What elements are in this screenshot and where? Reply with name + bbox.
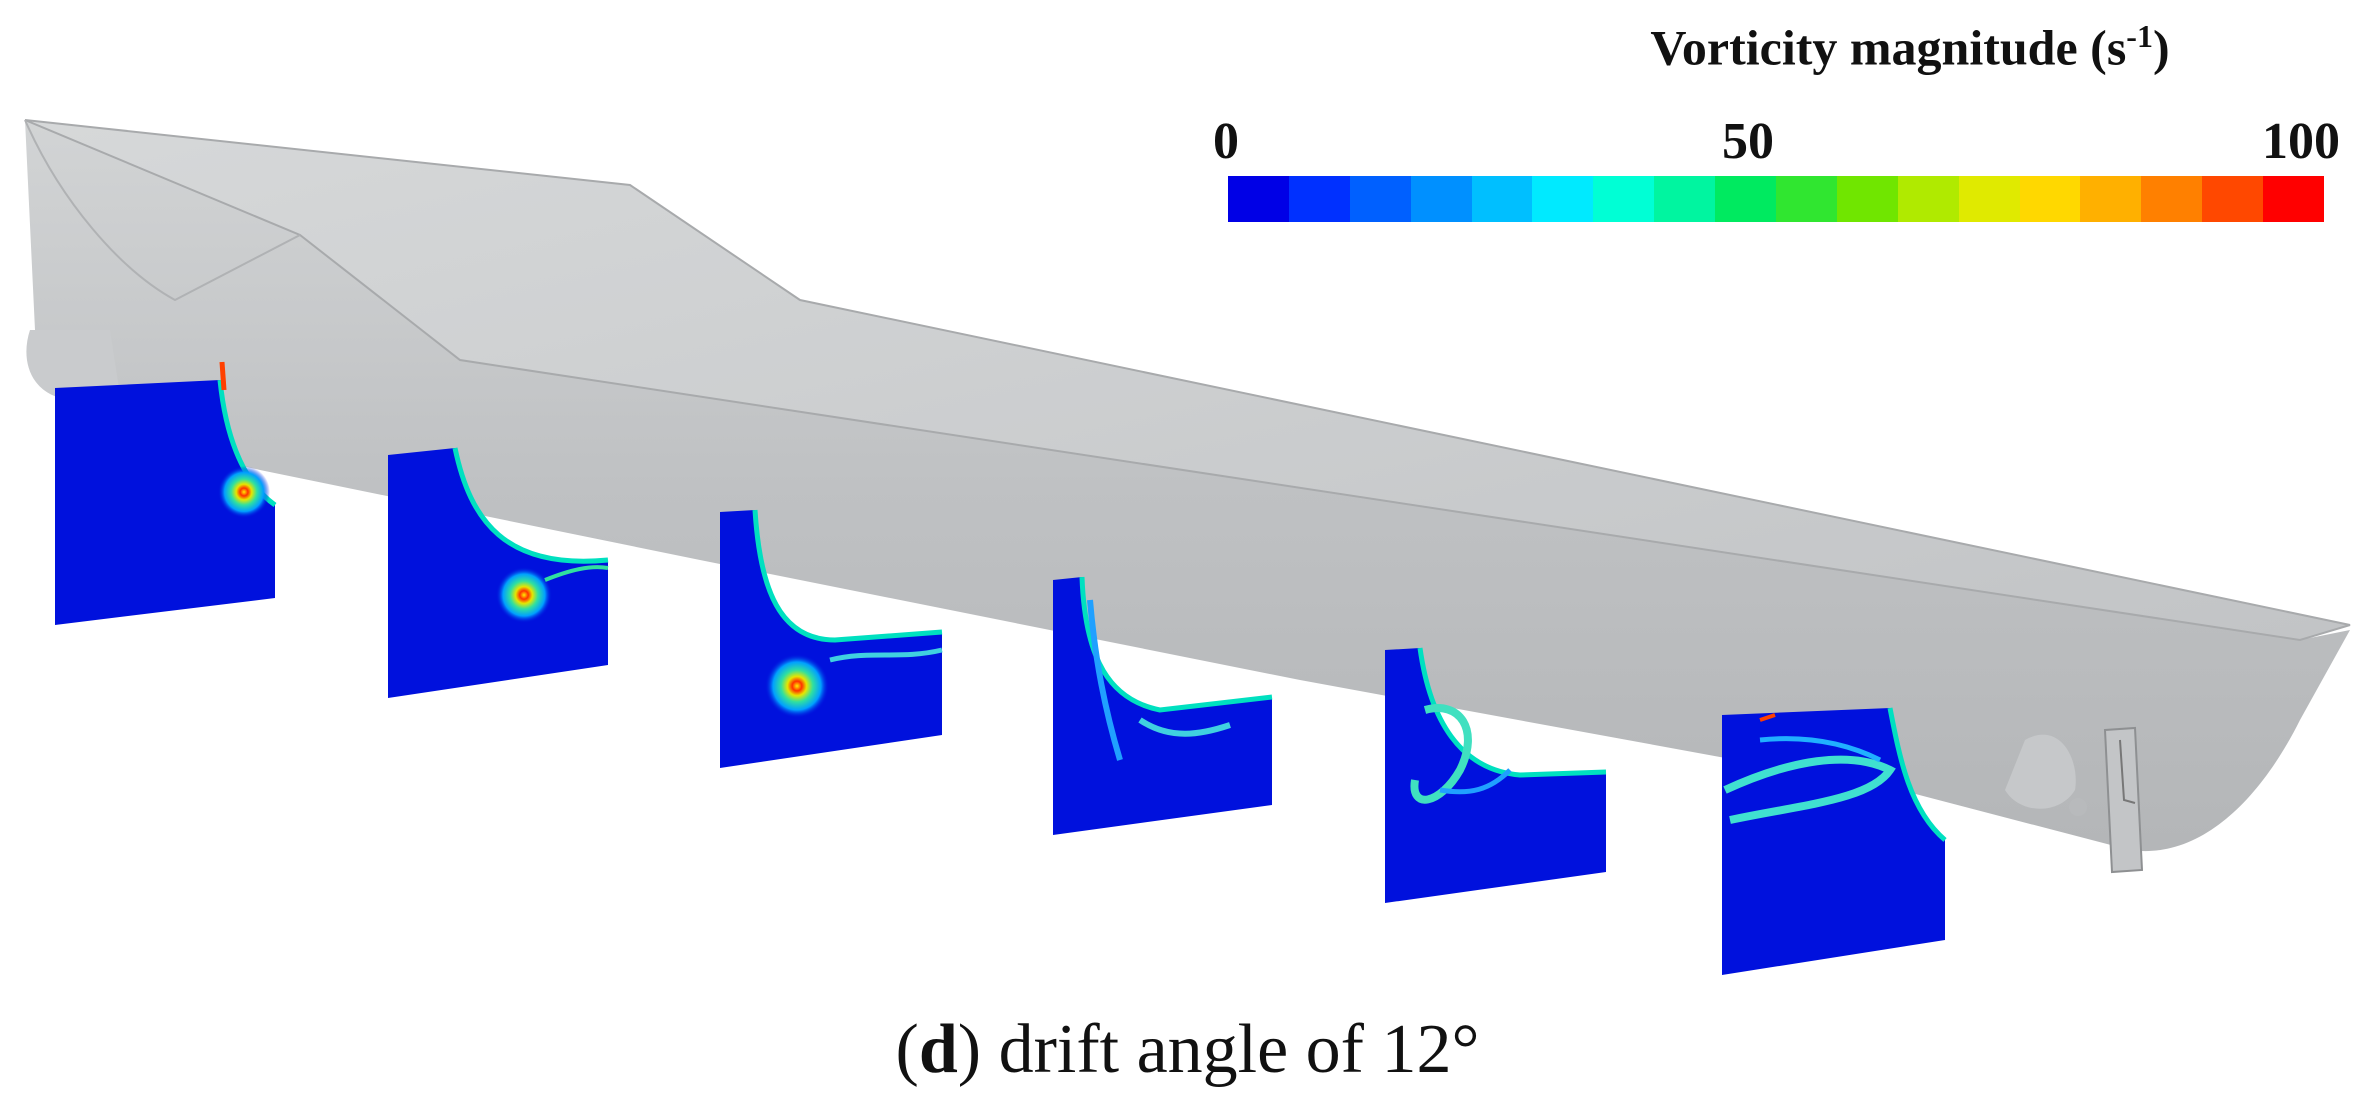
bow-line bbox=[24, 119, 301, 302]
colorbar-segment bbox=[1897, 176, 1959, 222]
figure-caption: (d) drift angle of 12° bbox=[0, 1010, 2375, 1090]
colorbar-tick-label: 50 bbox=[1722, 113, 1774, 170]
colorbar-segment bbox=[1288, 176, 1350, 222]
bow-bulb bbox=[26, 330, 120, 400]
colorbar bbox=[1228, 176, 2325, 222]
colorbar-segment bbox=[1836, 176, 1898, 222]
caption-paren-close: ) bbox=[957, 1011, 982, 1088]
colorbar-tick-label: 100 bbox=[2262, 113, 2340, 170]
vorticity-plane-5 bbox=[1385, 647, 1607, 903]
colorbar-segment bbox=[1593, 176, 1655, 222]
colorbar-segment bbox=[2263, 176, 2325, 222]
colorbar-segment bbox=[2019, 176, 2081, 222]
vorticity-plane-3 bbox=[720, 509, 943, 768]
colorbar-segment bbox=[2141, 176, 2203, 222]
caption-label: d bbox=[918, 1011, 958, 1088]
vorticity-plane-2 bbox=[388, 447, 609, 698]
legend-title-exponent: -1 bbox=[2126, 18, 2153, 54]
legend-title: Vorticity magnitude (s-1) bbox=[1330, 18, 2375, 77]
vorticity-plane-1 bbox=[55, 361, 277, 625]
colorbar-segment bbox=[1228, 176, 1289, 222]
colorbar-segment bbox=[1654, 176, 1716, 222]
colorbar-segment bbox=[1715, 176, 1777, 222]
colorbar-segment bbox=[1958, 176, 2020, 222]
stern-bulb bbox=[2005, 734, 2076, 809]
caption-paren-open: ( bbox=[895, 1011, 919, 1088]
vorticity-planes bbox=[55, 361, 1947, 975]
rudder-stock bbox=[2119, 739, 2136, 804]
colorbar-segment bbox=[1349, 176, 1411, 222]
hull-side bbox=[25, 120, 2350, 852]
colorbar-tick-label: 0 bbox=[1213, 113, 1239, 170]
legend-title-close: ) bbox=[2152, 19, 2170, 76]
legend-title-text: Vorticity magnitude (s bbox=[1650, 19, 2127, 76]
colorbar-segment bbox=[1776, 176, 1837, 222]
vorticity-plane-6 bbox=[1722, 707, 1947, 975]
colorbar-segment bbox=[1532, 176, 1594, 222]
vorticity-plane-4 bbox=[1053, 576, 1273, 835]
colorbar-segment bbox=[2080, 176, 2142, 222]
propeller-hub bbox=[2069, 798, 2087, 816]
hull-deck bbox=[24, 119, 2351, 642]
colorbar-segment bbox=[1471, 176, 1533, 222]
caption-text: drift angle of 12° bbox=[981, 1011, 1480, 1088]
colorbar-segment bbox=[2202, 176, 2264, 222]
colorbar-segment bbox=[1410, 176, 1472, 222]
